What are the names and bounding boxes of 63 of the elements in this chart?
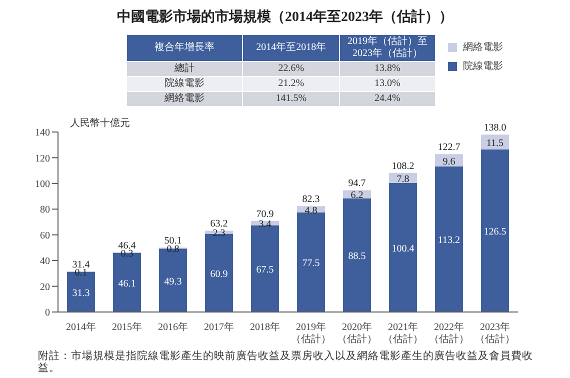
y-tick-label: 60 [40, 230, 50, 242]
data-label: 77.5 [302, 258, 320, 270]
text: 院線電影 [126, 76, 243, 92]
legend-label: 網絡電影 [462, 41, 503, 54]
x-tick-label: 2014年 [66, 321, 96, 333]
legend-label: 院線電影 [462, 60, 503, 73]
x-tick-label: 2021年（估計） [383, 321, 423, 345]
y-tick-label: 100 [35, 178, 50, 190]
text: 141.5% [242, 92, 340, 106]
bar [435, 166, 463, 312]
data-label: 126.5 [484, 226, 506, 238]
text: 2014年至2018年 [242, 34, 340, 62]
x-tick-label: 2020年（估計） [337, 321, 377, 345]
data-label: 100.4 [392, 243, 414, 254]
x-tick-label: 2022年（估計） [429, 321, 469, 345]
text: 22.6% [242, 62, 340, 76]
text: 附註：市場規模是指院線電影產生的映前廣告收益及票房收入以及網絡電影產生的廣告收益及會員費收益。 [38, 351, 534, 375]
chart-title: 中國電影市場的市場規模（2014年至2023年（估計）） [116, 8, 454, 26]
text: 13.0% [339, 76, 436, 92]
y-tick-label: 0 [45, 308, 50, 319]
data-label: 11.5 [486, 138, 504, 149]
x-tick-label: 2019年（估計） [291, 321, 331, 345]
bar [481, 134, 509, 150]
y-tick-label: 120 [35, 153, 50, 164]
total-label: 63.2 [210, 218, 228, 230]
data-label: 7.8 [396, 174, 410, 185]
data-label: 31.3 [72, 288, 90, 299]
data-label: 113.2 [438, 235, 460, 246]
y-axis-title: 人民幣十億元 [70, 116, 130, 130]
bar [389, 182, 417, 312]
text: 總計 [126, 62, 243, 76]
text: 24.4% [339, 92, 436, 106]
total-label: 70.9 [256, 208, 274, 220]
y-tick-label: 40 [40, 256, 50, 268]
total-label: 82.3 [302, 194, 320, 206]
text: 複合年增長率 [126, 34, 243, 62]
data-label: 46.1 [118, 278, 136, 290]
bar [343, 198, 371, 312]
y-tick-label: 80 [40, 204, 50, 216]
data-label: 6.2 [350, 190, 364, 202]
x-tick-label: 2023年（估計） [475, 321, 515, 345]
total-label: 138.0 [484, 122, 506, 134]
text: 13.8% [339, 62, 436, 76]
x-tick-label: 2017年 [204, 321, 234, 333]
x-tick-label: 2015年 [112, 321, 142, 333]
total-label: 94.7 [348, 178, 366, 190]
x-tick-label: 2016年 [158, 321, 188, 333]
y-tick-label: 20 [40, 282, 50, 293]
bar [481, 149, 509, 312]
text: 21.2% [242, 76, 340, 92]
text: 2019年（估計）至2023年（估計） [339, 34, 436, 62]
total-label: 122.7 [438, 142, 460, 154]
data-label: 49.3 [164, 276, 182, 288]
y-tick-label: 140 [35, 128, 50, 139]
data-label: 88.5 [348, 251, 366, 262]
data-label: 2.3 [212, 228, 226, 240]
data-label: 67.5 [256, 264, 274, 276]
bar [297, 212, 325, 312]
x-tick-label: 2018年 [250, 321, 280, 333]
data-label: 60.9 [210, 268, 228, 280]
text: 網絡電影 [126, 92, 243, 106]
total-label: 108.2 [392, 160, 414, 172]
data-label: 9.6 [442, 156, 456, 168]
